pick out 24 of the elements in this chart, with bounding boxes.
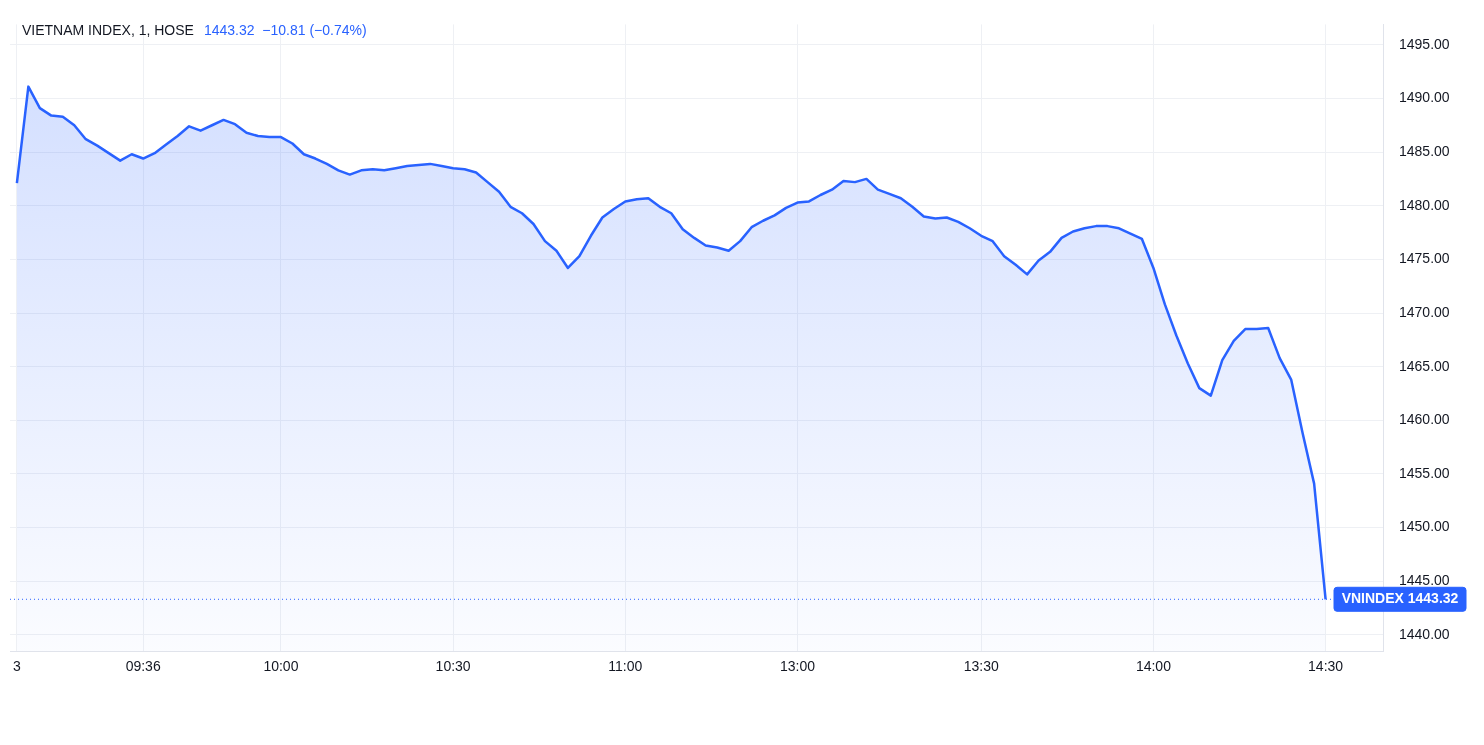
x-tick-label: 10:30: [435, 658, 471, 675]
x-tick-label: 13:00: [780, 658, 816, 675]
chart-title: VIETNAM INDEX, 1, HOSE: [22, 22, 194, 38]
x-tick-label: 11:00: [608, 658, 643, 675]
x-tick-label: 10:00: [263, 658, 299, 675]
y-tick-label: 1460.00: [1399, 411, 1450, 428]
y-tick-label: 1480.00: [1399, 196, 1450, 213]
x-tick-label: 09:36: [125, 658, 161, 675]
chart-subtitle: 1443.32 −10.81 (−0.74%): [203, 22, 367, 38]
y-tick-label: 1445.00: [1399, 572, 1450, 589]
x-tick-label: 14:00: [1135, 658, 1172, 675]
y-tick-label: 1485.00: [1399, 142, 1450, 159]
x-tick-label: 3: [12, 658, 21, 675]
y-tick-label: 1475.00: [1399, 250, 1450, 267]
y-tick-label: 1470.00: [1399, 303, 1450, 320]
x-tick-label: 14:30: [1308, 658, 1344, 675]
ref-line-label: VNINDEX 1443.32: [1341, 590, 1459, 607]
y-tick-label: 1450.00: [1399, 518, 1450, 535]
y-tick-label: 1490.00: [1399, 89, 1450, 106]
y-tick-label: 1440.00: [1399, 625, 1450, 642]
y-tick-label: 1455.00: [1399, 464, 1450, 481]
y-tick-label: 1465.00: [1399, 357, 1450, 374]
x-tick-label: 13:30: [963, 658, 999, 675]
y-tick-label: 1495.00: [1399, 35, 1450, 52]
